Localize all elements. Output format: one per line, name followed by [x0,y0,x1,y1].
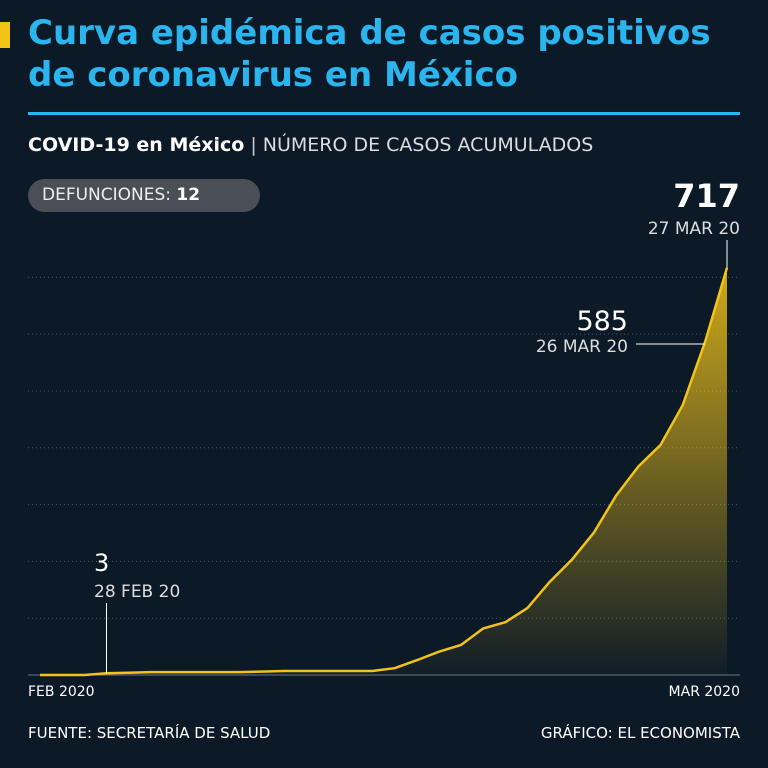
annotation-date: 28 FEB 20 [94,582,180,602]
badge-label: DEFUNCIONES: [42,185,172,205]
badge-value: 12 [176,185,201,205]
annotation-value: 3 [94,549,109,577]
annotation-date: 26 MAR 20 [536,337,628,357]
deaths-badge: DEFUNCIONES: 12 [28,179,260,212]
title: Curva epidémica de casos positivos de co… [28,13,711,95]
subtitle-text: NÚMERO DE CASOS ACUMULADOS [262,134,594,156]
credit: GRÁFICO: EL ECONOMISTA [540,724,740,742]
subtitle: COVID-19 en México | NÚMERO DE CASOS ACUMU… [28,134,593,156]
annotation-value: 717 [673,177,740,215]
subtitle-bold: COVID-19 en México [28,134,245,156]
annotation-value: 585 [576,306,628,337]
source: FUENTE: SECRETARÍA DE SALUD [28,724,271,742]
title-rule [28,112,740,115]
x-tick-label: FEB 2020 [28,684,95,700]
line [40,267,729,677]
accent-bar [0,22,10,48]
annotation-date: 27 MAR 20 [648,219,740,239]
x-tick-label: MAR 2020 [669,684,740,700]
area [40,267,727,675]
separator: | [250,134,257,156]
